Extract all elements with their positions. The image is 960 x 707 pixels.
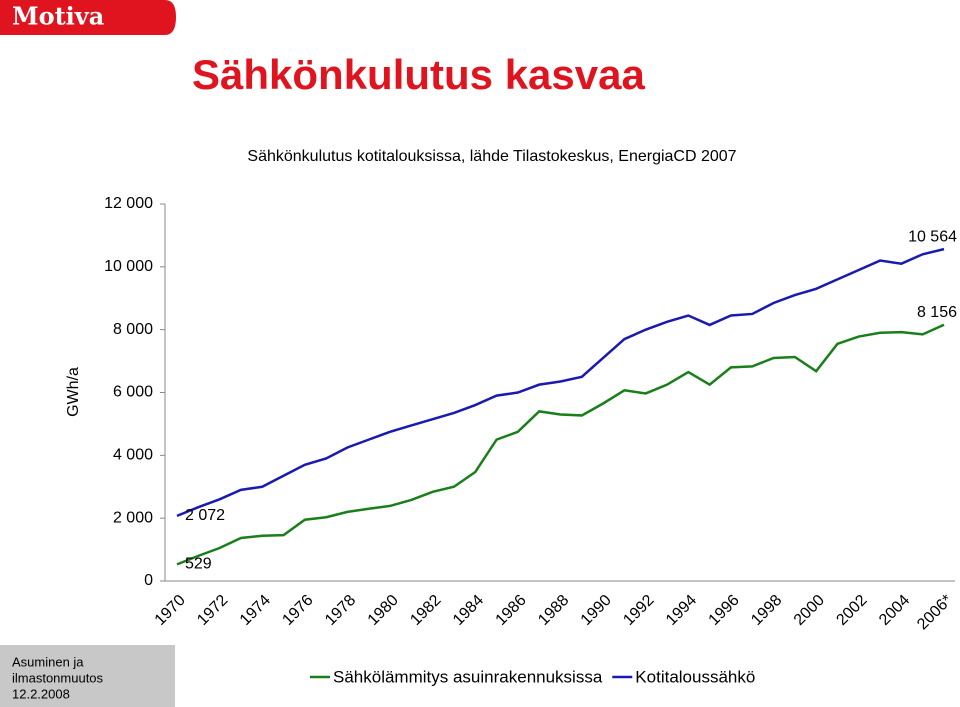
logo-bg xyxy=(0,0,176,35)
y-tick-label: 10 000 xyxy=(104,258,153,275)
x-tick-label: 1990 xyxy=(578,592,615,629)
x-tick-label: 1976 xyxy=(279,592,316,629)
footer-line: ilmastonmuutos xyxy=(12,670,104,685)
x-tick-label: 1994 xyxy=(663,592,700,629)
data-label: 529 xyxy=(185,556,212,573)
x-tick-label: 1972 xyxy=(194,592,231,629)
data-label: 10 564 xyxy=(908,228,957,245)
x-tick-label: 1982 xyxy=(407,592,444,629)
x-tick-label: 2002 xyxy=(833,592,870,629)
footer-line: 12.2.2008 xyxy=(12,686,70,701)
x-tick-label: 2004 xyxy=(876,592,913,629)
slide-title: Sähkönkulutus kasvaa xyxy=(192,51,645,98)
x-tick-label: 1984 xyxy=(450,592,487,629)
series-line xyxy=(176,323,945,566)
y-tick-label: 0 xyxy=(144,572,153,589)
x-tick-label: 2006* xyxy=(914,592,956,634)
chart-title: Sähkönkulutus kotitalouksissa, lähde Til… xyxy=(247,148,736,165)
x-tick-label: 1986 xyxy=(493,592,530,629)
y-axis-label: GWh/a xyxy=(65,367,82,417)
x-tick-label: 1970 xyxy=(152,592,189,629)
y-tick-label: 8 000 xyxy=(113,321,153,338)
data-label: 2 072 xyxy=(185,507,225,524)
x-tick-label: 1998 xyxy=(748,592,785,629)
data-label: 8 156 xyxy=(917,304,957,321)
footer-bg xyxy=(0,645,175,707)
x-tick-label: 1974 xyxy=(237,592,274,629)
x-tick-label: 1988 xyxy=(535,592,572,629)
x-tick-label: 1980 xyxy=(365,592,402,629)
x-tick-label: 1996 xyxy=(706,592,743,629)
y-tick-label: 6 000 xyxy=(113,384,153,401)
y-tick-label: 2 000 xyxy=(113,509,153,526)
series-line xyxy=(176,247,945,518)
x-tick-label: 1992 xyxy=(620,592,657,629)
y-tick-label: 12 000 xyxy=(104,195,153,212)
x-tick-label: 1978 xyxy=(322,592,359,629)
legend-label: Kotitaloussähkö xyxy=(635,667,755,686)
x-tick-label: 2000 xyxy=(791,592,828,629)
legend-label: Sähkölämmitys asuinrakennuksissa xyxy=(333,667,603,686)
logo: Motiva xyxy=(12,2,104,31)
y-tick-label: 4 000 xyxy=(113,447,153,464)
footer-line: Asuminen ja xyxy=(12,654,84,669)
